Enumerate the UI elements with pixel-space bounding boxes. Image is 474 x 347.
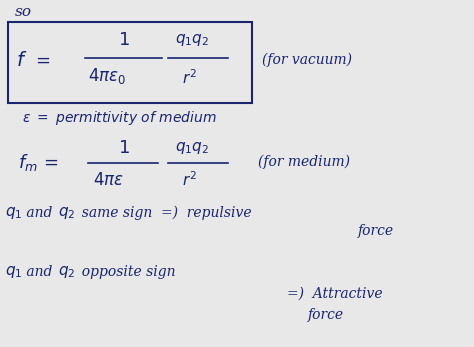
Text: $f_m$: $f_m$ — [18, 152, 38, 172]
Text: opposite sign: opposite sign — [73, 265, 175, 279]
Text: $f$: $f$ — [16, 51, 27, 69]
Text: $=$: $=$ — [32, 51, 51, 69]
Text: $r^2$: $r^2$ — [182, 171, 197, 189]
Text: $\varepsilon\ =\ permittivity\ of\ medium$: $\varepsilon\ =\ permittivity\ of\ mediu… — [22, 109, 217, 127]
Text: $1$: $1$ — [118, 139, 130, 157]
Text: $q_1q_2$: $q_1q_2$ — [175, 32, 210, 48]
Text: (for medium): (for medium) — [258, 155, 350, 169]
Text: =)  Attractive: =) Attractive — [287, 287, 383, 301]
Text: $q_2$: $q_2$ — [58, 205, 75, 221]
Text: same sign  =)  repulsive: same sign =) repulsive — [73, 206, 252, 220]
Text: (for vacuum): (for vacuum) — [262, 53, 352, 67]
Text: $r^2$: $r^2$ — [182, 69, 197, 87]
Text: $4\pi\varepsilon_0$: $4\pi\varepsilon_0$ — [88, 66, 126, 86]
Text: $4\pi\varepsilon$: $4\pi\varepsilon$ — [93, 171, 124, 189]
Text: and: and — [22, 265, 57, 279]
Text: $q_1$: $q_1$ — [5, 264, 22, 280]
Text: $q_1$: $q_1$ — [5, 205, 22, 221]
Text: so: so — [15, 5, 32, 19]
Text: $=$: $=$ — [40, 153, 59, 171]
Text: $1$: $1$ — [118, 31, 130, 49]
Text: force: force — [358, 224, 394, 238]
Bar — [8, 22, 252, 103]
Text: force: force — [308, 308, 344, 322]
Text: and: and — [22, 206, 57, 220]
Text: $q_2$: $q_2$ — [58, 264, 75, 280]
Text: $q_1q_2$: $q_1q_2$ — [175, 140, 210, 156]
